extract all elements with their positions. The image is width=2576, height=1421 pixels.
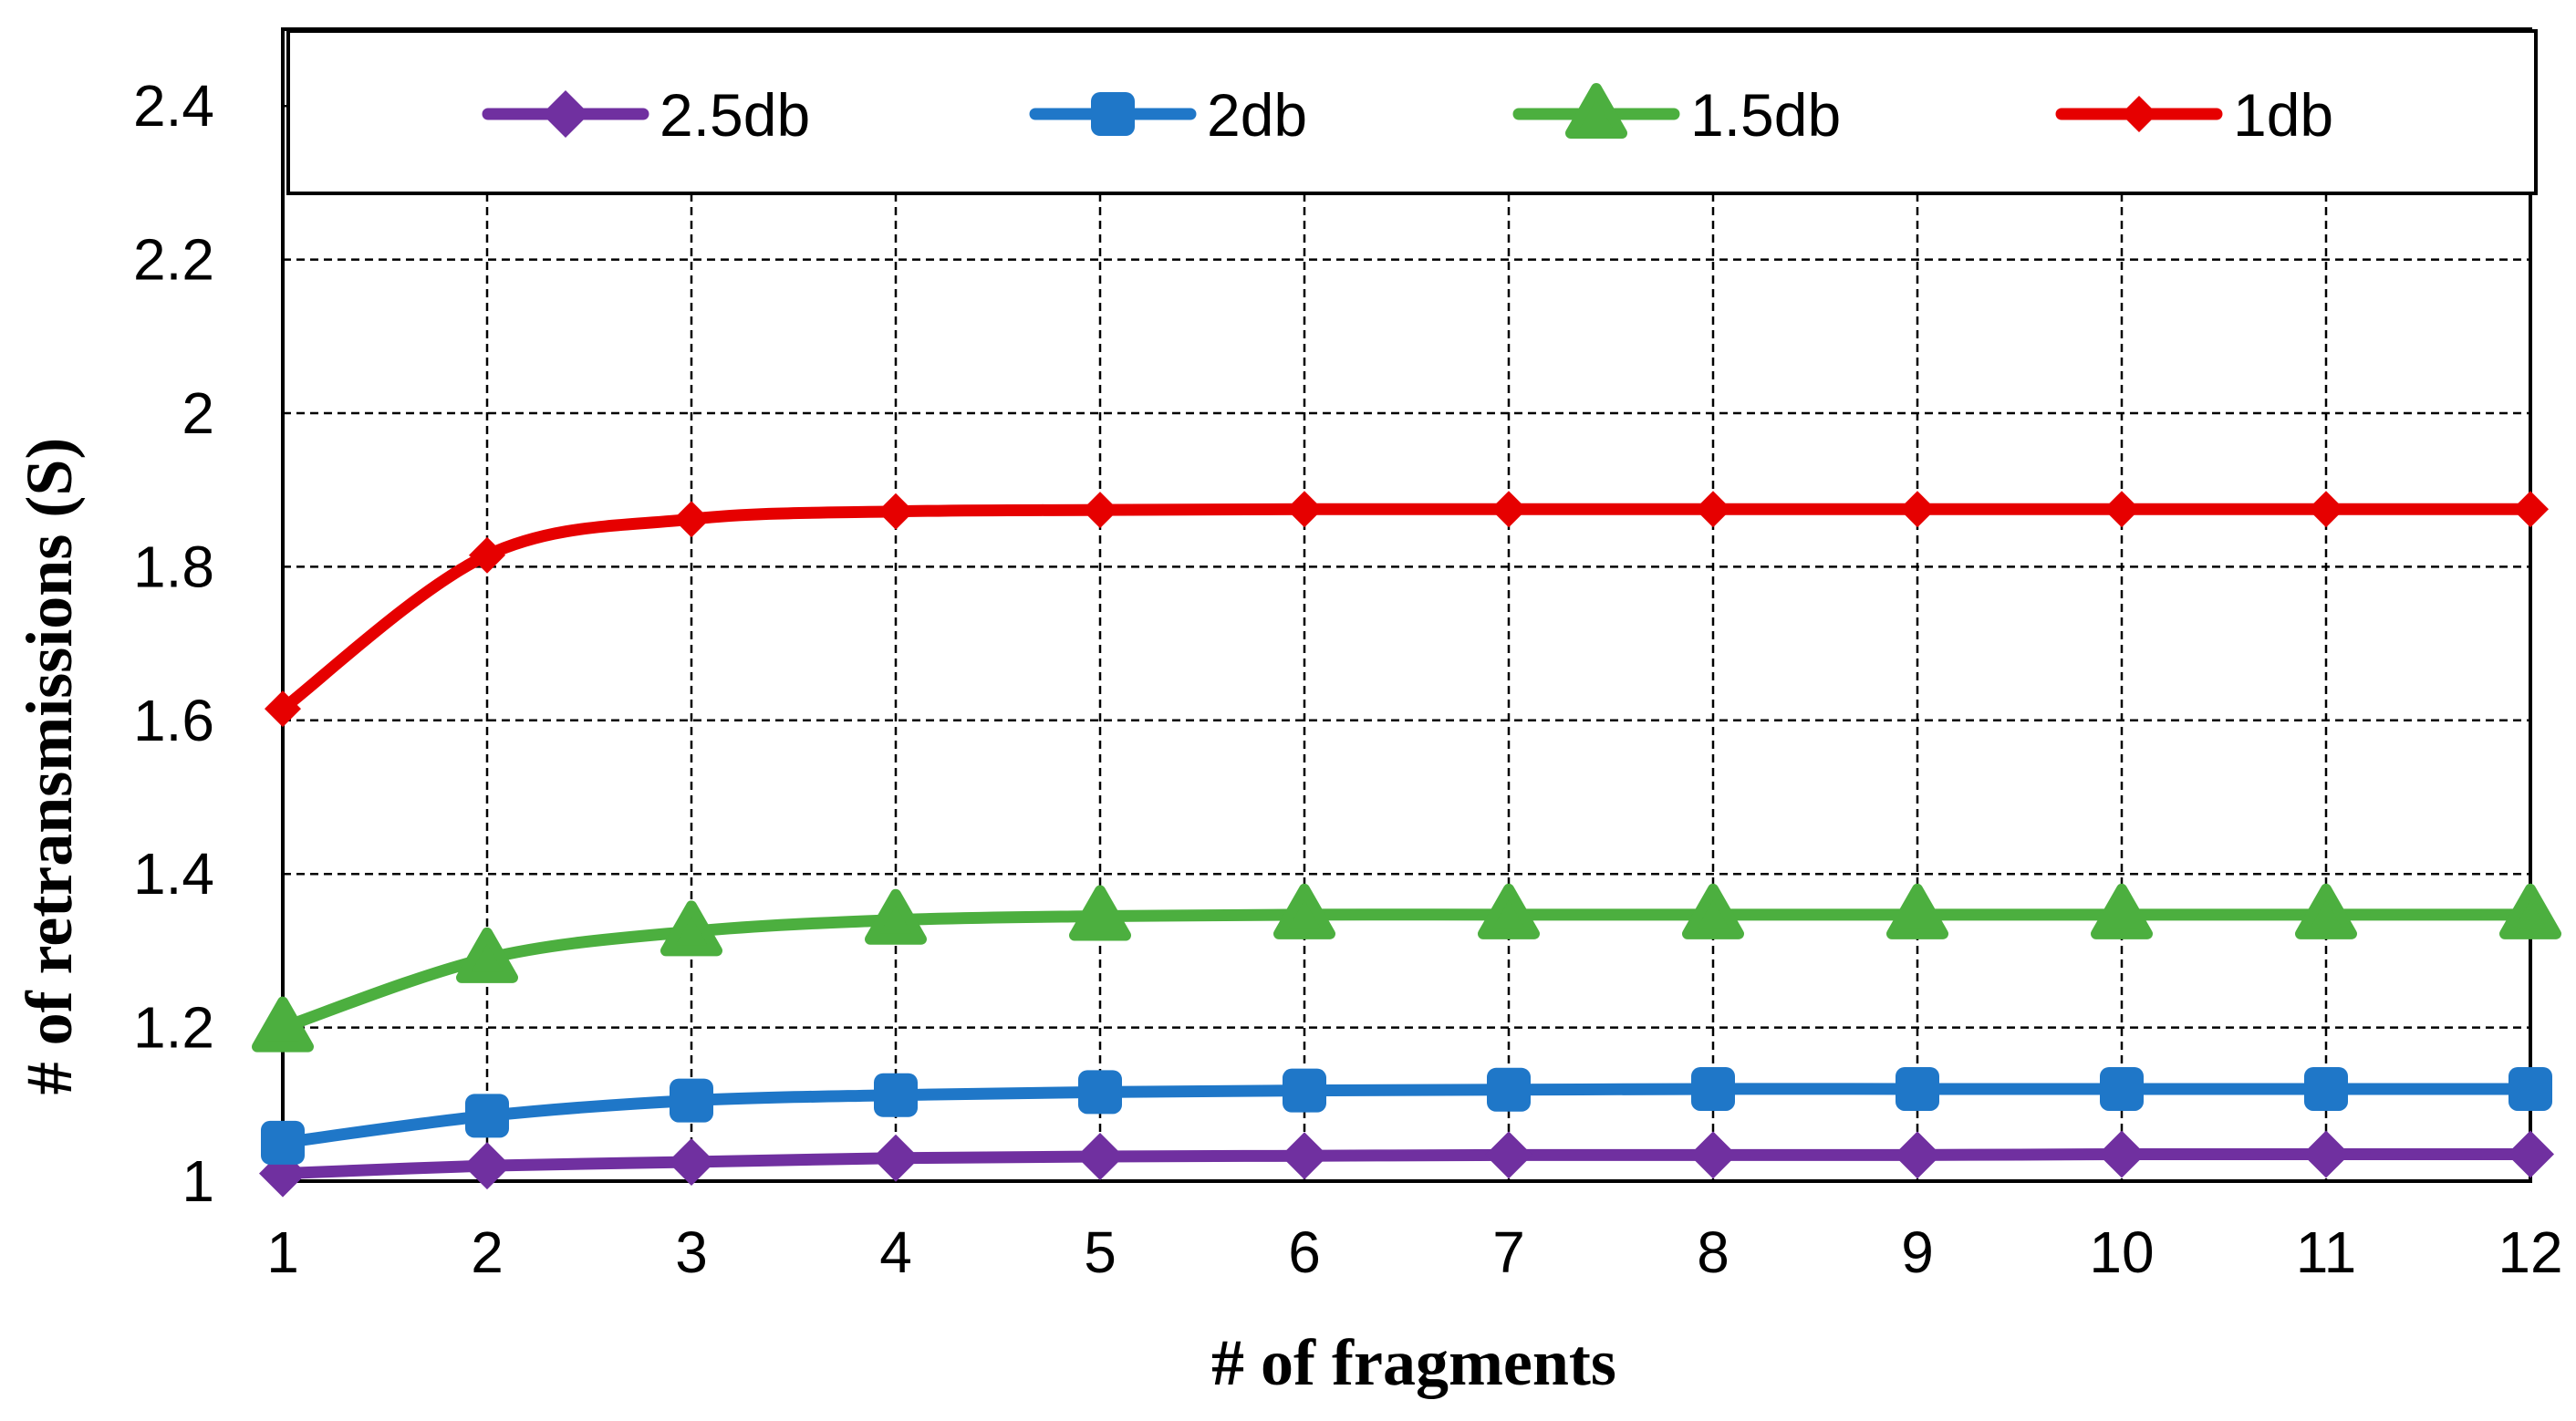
data-point — [2304, 1066, 2348, 1111]
data-point — [1682, 883, 1744, 939]
data-point — [1689, 1131, 1737, 1179]
legend-item-2.5db: 2.5db — [482, 81, 810, 149]
y-tick-label: 2.2 — [133, 227, 214, 293]
data-point — [1695, 491, 1731, 528]
data-point — [2507, 1130, 2554, 1178]
legend-marker — [2121, 96, 2157, 132]
data-point — [1273, 883, 1335, 939]
x-tick-label: 4 — [879, 1219, 912, 1285]
data-point — [2302, 1130, 2350, 1178]
data-point — [1896, 1066, 1939, 1111]
legend-marker — [542, 90, 589, 138]
data-point — [463, 1142, 511, 1190]
legend-label: 2.5db — [660, 81, 810, 149]
data-point — [265, 690, 301, 728]
y-tick-label: 1.8 — [133, 534, 214, 599]
legend-label: 2db — [1207, 81, 1307, 149]
data-point — [1069, 885, 1131, 941]
legend-item-1db: 1db — [2055, 81, 2333, 149]
x-tick-label: 2 — [471, 1219, 504, 1285]
data-point — [1478, 883, 1540, 939]
legend-label: 1.5db — [1690, 81, 1841, 149]
x-tick-label: 3 — [675, 1219, 708, 1285]
series-line — [276, 1083, 2537, 1149]
x-tick-label: 11 — [2296, 1219, 2356, 1285]
data-point — [465, 1094, 509, 1138]
x-tick-labels: 1 2 3 4 5 6 7 8 9 10 11 12 — [266, 1219, 2562, 1285]
data-point — [668, 1137, 715, 1186]
data-point — [2308, 491, 2344, 528]
y-tick-label: 2.4 — [133, 73, 214, 139]
legend-marker — [1091, 92, 1135, 136]
data-point — [1078, 1070, 1122, 1115]
data-point — [1286, 491, 1323, 528]
y-tick-label: 2 — [182, 380, 214, 446]
data-point — [1894, 1131, 1941, 1179]
data-point — [1487, 1067, 1531, 1112]
x-tick-label: 7 — [1492, 1219, 1525, 1285]
data-point — [1899, 491, 1936, 528]
data-point — [878, 493, 914, 530]
data-point — [2295, 883, 2357, 939]
series-1.5db — [252, 883, 2561, 1053]
data-point — [872, 1134, 919, 1182]
data-point — [469, 536, 505, 574]
data-point — [670, 1078, 713, 1123]
series-2.5db — [259, 1130, 2554, 1198]
data-point — [2098, 1130, 2145, 1178]
series-line — [276, 1147, 2537, 1180]
series-2db — [261, 1066, 2552, 1165]
data-point — [1491, 491, 1527, 528]
x-tick-label: 5 — [1084, 1219, 1117, 1285]
data-point — [252, 996, 314, 1053]
x-axis-title: # of fragments — [1211, 1326, 1616, 1399]
x-tick-label: 9 — [1901, 1219, 1934, 1285]
x-tick-label: 10 — [2089, 1219, 2154, 1285]
x-tick-label: 8 — [1697, 1219, 1729, 1285]
series-layer — [252, 491, 2561, 1198]
y-tick-labels: 1 1.2 1.4 1.6 1.8 2 2.2 2.4 — [133, 73, 214, 1214]
data-point — [456, 927, 518, 983]
data-point — [865, 888, 927, 945]
data-point — [2512, 491, 2549, 528]
y-tick-label: 1 — [182, 1148, 214, 1214]
legend-marker — [1565, 83, 1627, 139]
legend-item-2db: 2db — [1029, 81, 1307, 149]
legend-label: 1db — [2233, 81, 2333, 149]
data-point — [1281, 1132, 1328, 1180]
data-point — [2100, 1066, 2144, 1111]
data-point — [673, 501, 710, 538]
series-1db — [265, 491, 2549, 728]
data-point — [1283, 1068, 1326, 1113]
data-point — [261, 1120, 305, 1165]
data-point — [874, 1073, 918, 1117]
data-point — [2508, 1066, 2552, 1111]
y-tick-label: 1.2 — [133, 995, 214, 1061]
data-point — [2103, 491, 2140, 528]
data-point — [1691, 1066, 1735, 1111]
legend: 2.5db 2db 1.5db 1db — [286, 29, 2538, 195]
data-point — [1076, 1133, 1124, 1181]
data-point — [1485, 1131, 1532, 1179]
y-tick-label: 1.4 — [133, 841, 214, 907]
x-tick-label: 1 — [266, 1219, 299, 1285]
legend-item-1.5db: 1.5db — [1512, 81, 1841, 149]
x-tick-label: 6 — [1288, 1219, 1321, 1285]
data-point — [2499, 883, 2561, 939]
data-point — [2091, 883, 2153, 939]
x-tick-label: 12 — [2498, 1219, 2562, 1285]
legend-items: 2.5db 2db 1.5db 1db — [482, 81, 2333, 149]
data-point — [660, 900, 722, 957]
y-axis-title: # of retransmissions (S) — [13, 438, 86, 1095]
data-point — [1886, 883, 1948, 939]
y-tick-label: 1.6 — [133, 688, 214, 753]
data-point — [1082, 492, 1118, 529]
